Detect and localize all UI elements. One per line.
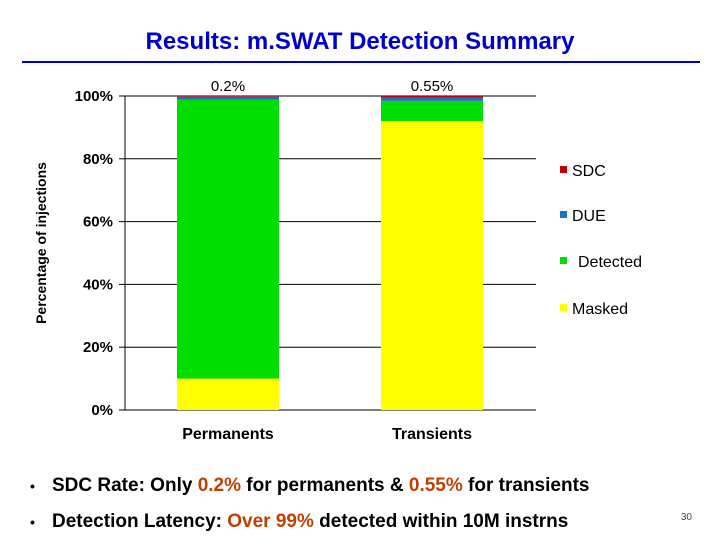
bar-segment-sdc xyxy=(177,96,279,97)
legend-swatch-detected xyxy=(560,257,567,264)
slide-number: 30 xyxy=(680,512,692,523)
bullet-list: • SDC Rate: Only 0.2% for permanents & 0.… xyxy=(30,472,710,544)
legend-label: Detected xyxy=(578,254,642,271)
x-category-label: Permanents xyxy=(182,426,274,443)
legend-swatch-masked xyxy=(560,304,567,311)
slide-title: Results: m.SWAT Detection Summary xyxy=(145,28,575,55)
bar-top-label: 0.2% xyxy=(211,78,245,95)
y-tick-label: 20% xyxy=(83,339,113,356)
y-tick-label: 80% xyxy=(83,151,113,168)
bar-segment-masked xyxy=(381,121,483,411)
bullet-item-sdc-rate: • SDC Rate: Only 0.2% for permanents & 0.… xyxy=(30,472,710,508)
bar-segment-due xyxy=(381,97,483,101)
y-tick-label: 0% xyxy=(91,402,113,419)
bar-segment-due xyxy=(177,96,279,100)
legend-label: SDC xyxy=(572,163,606,180)
bullet-highlight: 0.2% xyxy=(197,475,242,496)
bullet-text: Detection Latency: xyxy=(52,511,228,532)
legend-label: Masked xyxy=(572,301,628,318)
bullet-highlight: Over 99% xyxy=(227,511,314,532)
bar-segment-detected xyxy=(177,99,279,379)
y-tick-label: 100% xyxy=(75,88,113,105)
bar-segment-detected xyxy=(381,100,483,122)
bar-segment-masked xyxy=(177,378,279,410)
y-axis-label: Percentage of injections xyxy=(33,162,49,324)
bullet-icon: • xyxy=(30,514,35,530)
y-tick-label: 60% xyxy=(83,214,113,231)
bar-top-label: 0.55% xyxy=(411,78,454,95)
bullet-text: SDC Rate: Only xyxy=(52,475,198,496)
title-underline xyxy=(22,61,700,63)
legend-swatch-sdc xyxy=(560,166,567,173)
bullet-item-detection-latency: • Detection Latency: Over 99% detected wi… xyxy=(30,508,710,544)
bullet-highlight: 0.55% xyxy=(408,475,463,496)
legend-label: DUE xyxy=(572,208,606,225)
y-tick-label: 40% xyxy=(83,276,113,293)
legend-swatch-due xyxy=(560,211,567,218)
bullet-text: for transients xyxy=(462,475,590,496)
bullet-text: detected within 10M instrns xyxy=(313,511,569,532)
stacked-bar-chart: 0% 20% 40% 60% 80% 100% Percentage of injectio… xyxy=(33,78,642,443)
x-category-label: Transients xyxy=(392,426,472,443)
bullet-icon: • xyxy=(30,478,35,494)
bar-segment-sdc xyxy=(381,96,483,98)
bullet-text: for permanents & xyxy=(241,475,409,496)
